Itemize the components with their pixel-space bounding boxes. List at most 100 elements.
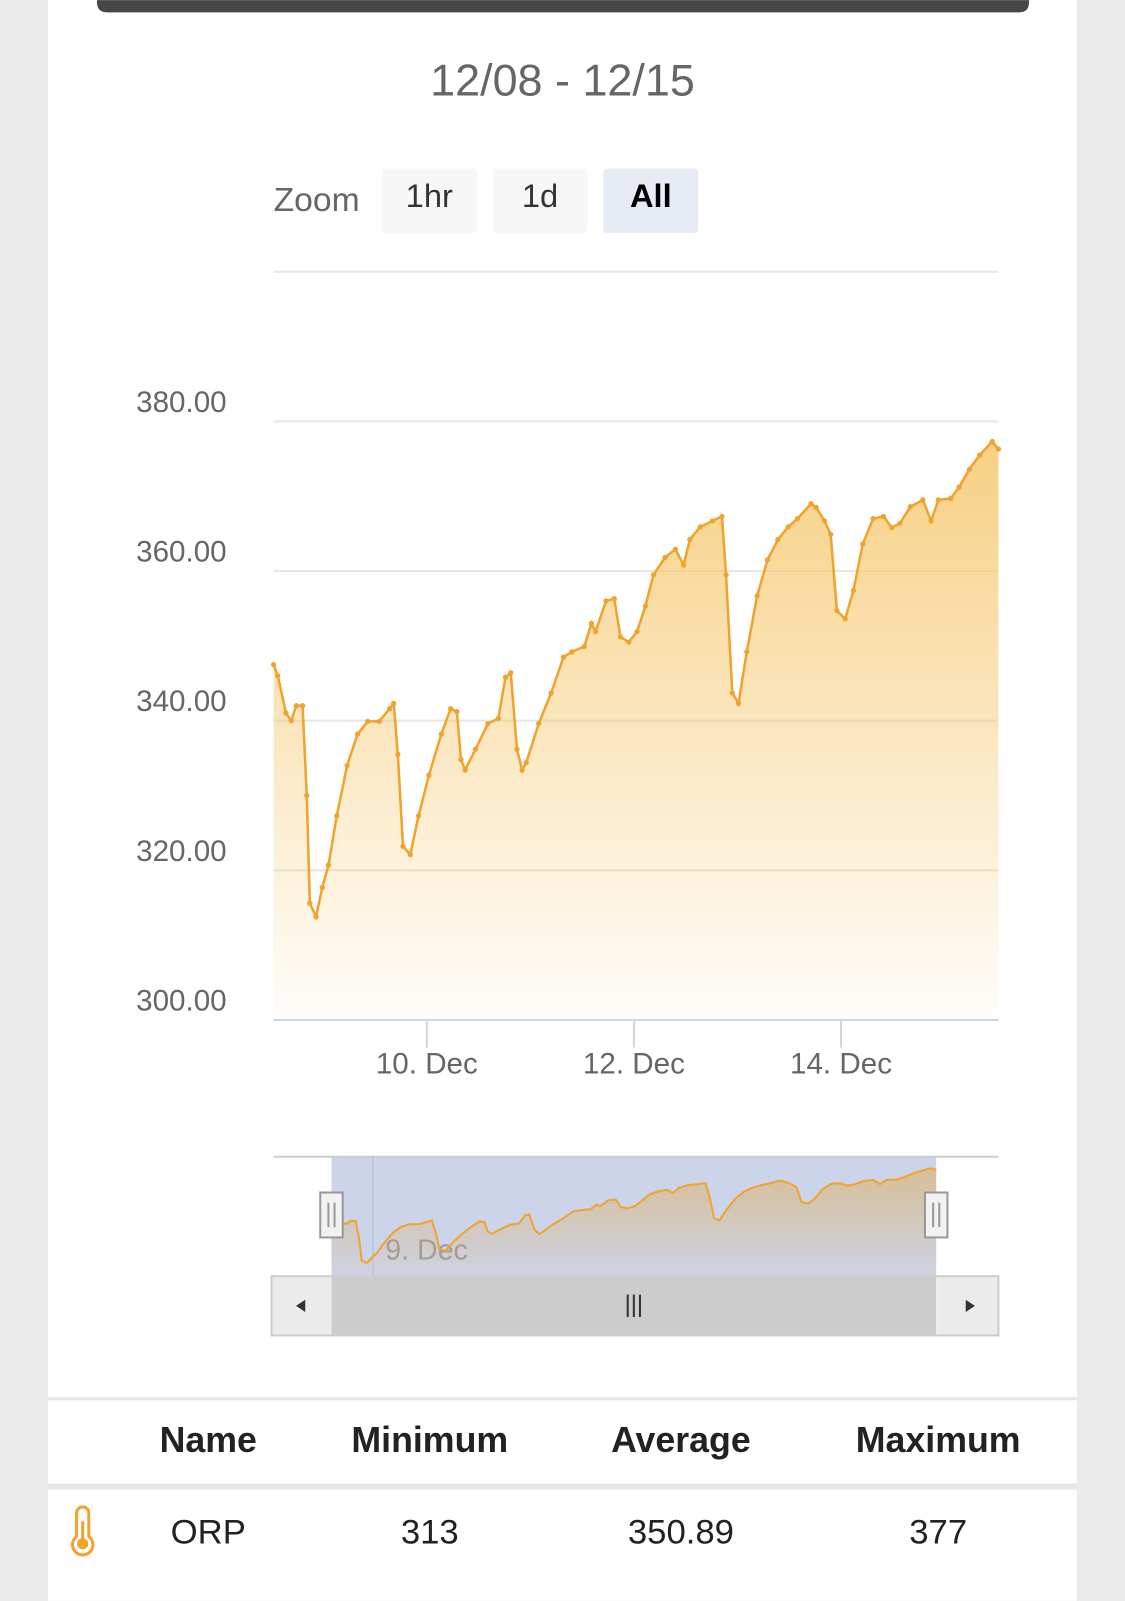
point [365,718,371,725]
x-tick-label: 12. Dec [583,1048,685,1081]
point [560,654,567,660]
point [834,608,840,614]
point [889,524,895,531]
point [821,518,828,524]
point [354,731,361,737]
point [454,709,460,715]
point [977,452,983,458]
point [376,718,382,725]
point [288,718,294,724]
point [880,513,887,520]
top-bar [96,0,1030,13]
y-tick-label: 380.00 [136,386,227,419]
point [270,661,277,668]
point [860,541,866,547]
point [928,518,934,524]
x-tick-label: 14. Dec [790,1048,892,1081]
table-cell: ORP [171,1514,246,1552]
table-header: Maximum [856,1420,1021,1460]
point [508,670,514,676]
point [662,554,668,561]
point [754,593,760,599]
point [283,710,289,716]
point [966,466,973,472]
point [313,914,319,920]
navigator-line [330,1167,937,1265]
point [458,756,464,763]
table-header: Minimum [351,1420,508,1460]
point [989,438,995,445]
point [519,767,525,773]
point [634,628,640,635]
point [897,520,903,526]
point [808,501,814,507]
point [842,616,848,622]
thermometer-icon [70,1505,95,1557]
point [325,862,332,868]
point [764,557,771,563]
point [472,746,479,752]
point [495,715,501,722]
point [391,700,397,707]
point [523,759,529,766]
point [592,628,599,635]
table-header: Average [611,1420,751,1460]
line [272,439,1000,921]
point [735,700,742,707]
point [650,572,657,578]
table-cell: 350.89 [628,1514,734,1552]
zoom-button[interactable] [492,168,588,233]
navigator-handle[interactable] [319,1191,344,1239]
point [334,813,340,819]
y-tick-label: 340.00 [136,685,227,718]
point [569,649,575,655]
table-cell: 377 [909,1514,967,1552]
point [514,746,520,752]
point [813,504,819,511]
point [828,531,834,537]
y-tick-label: 320.00 [136,835,227,868]
point [275,673,281,679]
point [603,598,609,604]
point [581,643,587,650]
point [462,767,468,773]
point [870,515,876,522]
point [386,706,393,712]
arrow-left [296,1299,306,1312]
y-tick-label: 360.00 [136,535,227,568]
point [907,504,914,510]
point [794,515,801,522]
point [785,524,791,530]
zoom-button[interactable] [603,168,699,233]
table-cell: 313 [401,1514,459,1552]
date-range: 12/08 - 12/15 [430,55,695,106]
point [956,484,962,490]
point [709,518,716,524]
zoom-button-label[interactable]: 1hr [406,177,453,214]
zoom-button[interactable] [381,168,477,233]
point [588,620,595,627]
point [729,690,735,696]
point [775,536,781,543]
navigator-handle[interactable] [923,1191,949,1239]
point [617,634,624,640]
point [438,731,444,737]
point [536,721,542,727]
point [948,495,954,502]
point [935,497,942,503]
zoom-button-label[interactable]: 1d [522,177,558,214]
zoom-label: Zoom [274,182,360,219]
point [920,497,926,503]
point [407,851,413,858]
area-fill [273,441,999,1020]
point [850,587,857,594]
point [415,813,422,819]
point [744,649,750,655]
point [502,674,509,680]
point [626,639,632,645]
zoom-button-label[interactable]: All [630,177,672,214]
point [395,751,401,757]
arrow-right [965,1299,975,1312]
table-header: Name [160,1420,257,1460]
